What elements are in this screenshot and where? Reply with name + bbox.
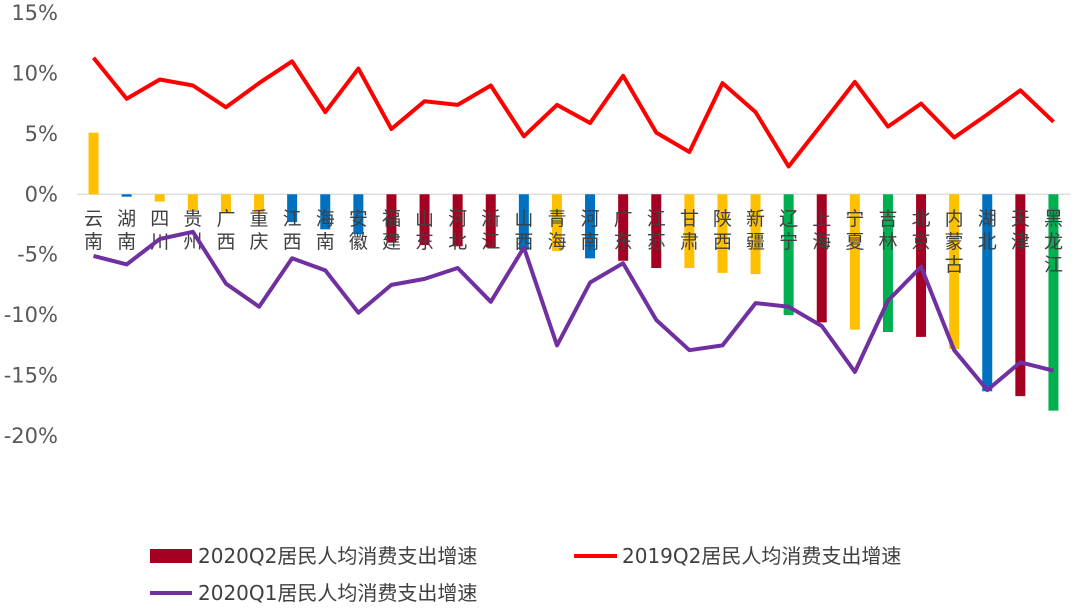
category-label: 河南 — [581, 208, 600, 253]
bar-19 — [717, 194, 728, 273]
bar-21 — [783, 194, 794, 316]
category-label: 广东 — [614, 208, 633, 253]
category-label: 辽宁 — [779, 208, 798, 253]
y-tick-label: 15% — [11, 1, 58, 25]
bar-6 — [287, 194, 298, 223]
bar-14 — [551, 194, 562, 252]
bar-0 — [88, 132, 99, 195]
category-label: 新疆 — [746, 208, 765, 253]
category-label: 湖北 — [978, 208, 997, 253]
category-label: 福建 — [382, 208, 401, 253]
bar-12 — [485, 194, 496, 248]
bar-5 — [254, 194, 265, 213]
y-tick-label: -15% — [4, 364, 58, 388]
category-label: 陕西 — [713, 208, 732, 253]
y-tick-label: 0% — [25, 182, 58, 206]
bar-22 — [816, 194, 827, 323]
category-label: 浙江 — [481, 208, 500, 253]
bar-8 — [353, 194, 364, 235]
category-label: 重庆 — [250, 208, 269, 253]
bar-4 — [220, 194, 231, 213]
bar-17 — [651, 194, 662, 269]
category-label: 山西 — [514, 208, 533, 253]
bar-2 — [154, 194, 165, 202]
category-label: 云南 — [84, 208, 103, 253]
category-label: 青海 — [547, 208, 566, 253]
bar-18 — [684, 194, 695, 269]
legend-swatch-2020q2 — [150, 549, 192, 563]
bar-23 — [849, 194, 860, 330]
bar-24 — [882, 194, 893, 333]
category-label: 北京 — [912, 208, 931, 253]
bar-16 — [618, 194, 629, 261]
bar-15 — [585, 194, 596, 259]
y-tick-label: -10% — [4, 303, 58, 327]
category-label: 河北 — [448, 208, 467, 253]
bar-3 — [187, 194, 198, 210]
category-label: 吉林 — [878, 208, 897, 253]
bar-28 — [1015, 194, 1026, 397]
line-2020q1 — [93, 229, 1054, 393]
category-label: 山东 — [415, 208, 434, 253]
bar-13 — [518, 194, 529, 250]
y-tick-label: -5% — [17, 243, 58, 267]
category-label: 内蒙古 — [945, 208, 964, 276]
legend-label-2020q2: 2020Q2居民人均消费支出增速 — [198, 544, 477, 568]
y-tick-label: -20% — [4, 424, 58, 448]
bar-26 — [949, 194, 960, 349]
bar-20 — [750, 194, 761, 275]
bar-7 — [320, 194, 331, 230]
bar-10 — [419, 194, 430, 246]
category-label: 江苏 — [647, 208, 666, 253]
category-label: 安徽 — [349, 208, 368, 253]
category-label: 广西 — [216, 208, 235, 253]
legend-label-2019q2: 2019Q2居民人均消费支出增速 — [622, 544, 901, 568]
y-tick-label: 5% — [25, 122, 58, 146]
category-label: 江西 — [283, 208, 302, 253]
category-label: 宁夏 — [845, 208, 864, 253]
bar-series — [88, 132, 1059, 411]
y-axis: 15% 10% 5% 0% -5% -10% -15% -20% — [4, 1, 58, 448]
legend: 2020Q2居民人均消费支出增速 2019Q2居民人均消费支出增速 2020Q1… — [150, 544, 901, 605]
bar-29 — [1048, 194, 1059, 411]
category-label: 上海 — [812, 208, 831, 253]
category-label: 天津 — [1011, 208, 1030, 253]
legend-label-2020q1: 2020Q1居民人均消费支出增速 — [198, 581, 477, 605]
category-label: 海南 — [316, 208, 335, 253]
category-labels: 云南湖南四川贵州广西重庆江西海南安徽福建山东河北浙江山西青海河南广东江苏甘肃陕西… — [84, 208, 1063, 276]
bar-1 — [121, 194, 132, 197]
category-label: 湖南 — [117, 208, 136, 253]
y-tick-label: 10% — [11, 61, 58, 85]
category-label: 甘肃 — [680, 208, 699, 253]
category-label: 黑龙江 — [1044, 208, 1063, 276]
bar-9 — [386, 194, 397, 243]
line-2019q2 — [91, 56, 1055, 169]
bar-11 — [452, 194, 463, 247]
bar-27 — [982, 194, 993, 392]
